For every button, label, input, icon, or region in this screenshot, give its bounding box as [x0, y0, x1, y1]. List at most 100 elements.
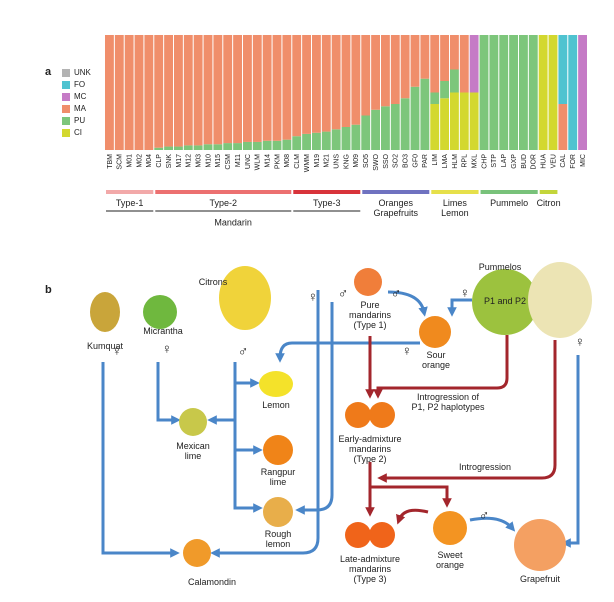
bar-segment — [233, 35, 242, 144]
label-line: Limes — [443, 198, 468, 208]
bar-segment — [252, 35, 262, 142]
bar-segment — [351, 35, 361, 125]
group-bar — [431, 190, 479, 194]
x-tick-label: UNS — [333, 154, 340, 169]
bar-segment — [183, 35, 193, 146]
group-bar — [293, 190, 361, 194]
sex-mark: ♀ — [112, 343, 123, 359]
x-tick-label: WMM — [304, 154, 311, 172]
label: Pummelos — [479, 262, 522, 272]
label-line: Late-admixture — [340, 554, 400, 564]
x-tick-label: UNC — [245, 154, 252, 169]
x-tick-label: M09 — [353, 154, 360, 168]
bar-segment — [183, 145, 193, 150]
bar-segment — [459, 92, 469, 150]
fruits — [90, 262, 592, 571]
bar-segment — [262, 35, 272, 141]
bar-segment — [499, 35, 509, 150]
sex-mark: ♀ — [162, 341, 173, 357]
bar-segment — [292, 35, 302, 137]
label-line: Grapefruits — [374, 208, 419, 218]
bar-segment — [509, 35, 518, 150]
label: Rough lemon — [265, 529, 292, 549]
bar-segment — [223, 143, 233, 150]
bar-segment — [331, 129, 341, 150]
bar-segment — [262, 140, 272, 150]
bar-segment — [361, 35, 371, 116]
bar-segment — [528, 35, 538, 150]
x-tick-label: SNK — [166, 154, 173, 169]
label-line: Sour — [426, 350, 445, 360]
label: Limes Lemon — [441, 198, 469, 218]
label-line: Early-admixture — [338, 434, 401, 444]
label-line: Calamondin — [188, 577, 236, 587]
x-tick-label: SSO — [383, 153, 390, 168]
arrows — [101, 290, 580, 558]
bar-segment — [105, 35, 114, 150]
x-tick-label: HUA — [540, 154, 547, 169]
bar-segment — [292, 136, 302, 150]
bar-segment — [331, 35, 341, 130]
arrow — [370, 485, 452, 508]
bar-segment — [371, 35, 380, 110]
legend-label: FO — [74, 80, 85, 89]
bar-segment — [410, 86, 420, 150]
label-line: Type-2 — [210, 198, 238, 208]
bar-segment — [312, 35, 321, 133]
bar-segment — [459, 35, 469, 93]
label-line: mandarins — [349, 564, 392, 574]
x-tick-label: CAL — [560, 154, 567, 168]
label-line: (Type 1) — [353, 320, 386, 330]
x-tick-label: M10 — [205, 154, 212, 168]
bar-segment — [321, 131, 331, 150]
label: Mexican lime — [176, 441, 210, 461]
label-line: Oranges — [379, 198, 414, 208]
legend-label: CI — [74, 128, 82, 137]
label-line: Pure — [360, 300, 379, 310]
label: Pure mandarins (Type 1) — [349, 300, 392, 330]
bar-segment — [124, 35, 134, 150]
mandarin-fruit — [345, 402, 371, 428]
bar-segment — [193, 35, 203, 146]
x-tick-label: LIM — [432, 154, 439, 166]
label-line: lime — [270, 477, 287, 487]
arrow — [233, 362, 263, 513]
group-bar — [539, 190, 558, 194]
bar-segment — [390, 35, 400, 104]
rangpur-fruit — [263, 435, 293, 465]
bar-segment — [272, 140, 282, 150]
label-line: (Type 3) — [353, 574, 386, 584]
bar-segment — [154, 147, 164, 150]
bar-segment — [223, 35, 233, 144]
sex-mark: ♂ — [391, 285, 402, 301]
bar-segment — [440, 35, 449, 81]
label: Sweet orange — [436, 550, 464, 570]
bar-segment — [420, 35, 430, 79]
x-tick-label: M19 — [314, 154, 321, 168]
label-line: Micrantha — [143, 326, 183, 336]
arrow — [156, 362, 181, 425]
bar-segment — [134, 35, 144, 150]
label-line: mandarins — [349, 310, 392, 320]
bar-segment — [351, 124, 361, 150]
x-tick-label: VEU — [550, 154, 557, 168]
x-tick-label: M11 — [235, 154, 242, 167]
legend-label: MC — [74, 92, 87, 101]
x-tick-label: PKM — [274, 154, 281, 169]
bar-segment — [203, 144, 213, 150]
arrow — [373, 335, 509, 399]
bar-segment — [302, 35, 311, 134]
legend-swatch — [62, 105, 70, 113]
bar-segment — [282, 35, 292, 140]
sex-mark: ♀ — [308, 289, 319, 305]
bar-segment — [400, 98, 410, 150]
legend-swatch — [62, 129, 70, 137]
x-tick-label: WLM — [255, 154, 262, 171]
x-tick-label: KNG — [343, 154, 350, 169]
label: Citron — [537, 198, 561, 208]
x-tick-label: PAR — [422, 154, 429, 168]
bar-segment — [390, 104, 400, 150]
arrow — [561, 355, 580, 548]
bar-segment — [174, 146, 183, 150]
